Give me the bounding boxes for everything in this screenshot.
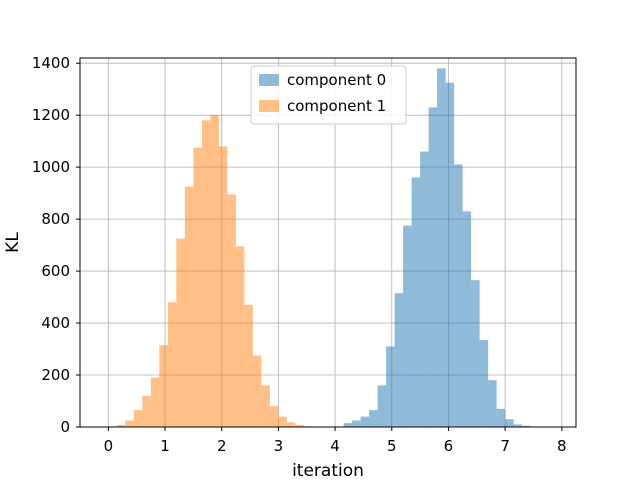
histogram-bar-component-1 (235, 246, 245, 427)
histogram-bars (108, 68, 540, 428)
histogram-bar-component-0 (505, 419, 514, 427)
y-tick-label: 800 (41, 210, 70, 228)
x-tick-label: 0 (104, 437, 114, 455)
histogram-bar-component-1 (218, 146, 228, 427)
histogram-bar-component-0 (428, 107, 438, 428)
legend: component 0 component 1 (250, 65, 407, 125)
histogram-bar-component-0 (394, 293, 404, 427)
histogram-bar-component-1 (261, 385, 270, 427)
x-tick-label: 4 (330, 437, 340, 455)
x-tick-label: 1 (160, 437, 170, 455)
y-tick-label: 1400 (32, 54, 70, 72)
legend-swatch-component-1 (259, 100, 279, 112)
histogram-bar-component-0 (471, 280, 480, 427)
x-axis-label: iteration (292, 461, 364, 480)
histogram-bar-component-0 (420, 151, 429, 427)
histogram-bar-component-1 (159, 345, 168, 427)
legend-swatch-component-0 (259, 74, 279, 86)
legend-label-component-0: component 0 (287, 71, 386, 89)
histogram-bar-component-0 (454, 164, 463, 428)
axis-ticks: 0 1 2 3 4 5 6 7 8 0 200 400 600 800 1000 1200 1400 (32, 54, 567, 455)
histogram-bar-component-1 (133, 410, 143, 427)
histogram-bar-component-1 (295, 424, 304, 427)
x-tick-label: 3 (274, 437, 284, 455)
y-tick-label: 200 (41, 366, 70, 384)
histogram-bar-component-0 (496, 408, 506, 427)
legend-box (250, 65, 407, 125)
histogram-bar-component-1 (125, 420, 134, 427)
histogram-bar-component-1 (286, 422, 296, 427)
histogram-bar-component-1 (193, 147, 202, 427)
histogram-bar-component-1 (227, 194, 236, 427)
plot-frame (79, 57, 577, 428)
x-tick-label: 8 (557, 437, 567, 455)
histogram-bar-component-0 (462, 211, 472, 427)
histogram-bar-component-0 (352, 420, 361, 427)
histogram-bar-component-1 (201, 120, 211, 427)
legend-label-component-1: component 1 (287, 97, 386, 115)
histogram-bar-component-1 (116, 424, 126, 427)
histogram-bar-component-0 (411, 177, 421, 427)
histogram-bar-component-0 (369, 410, 378, 427)
histogram-bar-component-0 (343, 423, 353, 427)
histogram-bar-component-1 (210, 115, 219, 428)
histogram-bar-component-0 (377, 385, 387, 427)
y-tick-label: 600 (41, 262, 70, 280)
histogram-bar-component-0 (437, 68, 446, 428)
histogram-bar-component-0 (445, 82, 455, 428)
histogram-bar-component-1 (278, 416, 287, 427)
x-tick-label: 7 (500, 437, 510, 455)
histogram-bar-component-1 (244, 304, 253, 427)
y-tick-label: 400 (41, 314, 70, 332)
x-tick-label: 5 (387, 437, 397, 455)
histogram-bar-component-1 (167, 302, 177, 427)
x-tick-label: 6 (444, 437, 454, 455)
y-tick-label: 0 (60, 418, 70, 436)
histogram-bar-component-0 (360, 416, 370, 427)
histogram-bar-component-1 (252, 355, 262, 427)
histogram-bar-component-0 (522, 425, 531, 427)
histogram-bar-component-1 (269, 406, 279, 427)
y-axis-label: KL (3, 232, 23, 253)
histogram-bar-component-0 (386, 346, 395, 427)
histogram-bar-component-1 (142, 395, 151, 427)
y-tick-label: 1000 (32, 158, 70, 176)
x-tick-label: 2 (217, 437, 227, 455)
histogram-bar-component-0 (403, 225, 412, 427)
y-tick-label: 1200 (32, 106, 70, 124)
histogram-bar-component-1 (176, 238, 185, 427)
histogram-bar-component-0 (488, 380, 497, 427)
histogram-bar-component-1 (184, 186, 194, 427)
histogram-bar-component-1 (150, 377, 160, 427)
histogram-bar-component-0 (513, 424, 523, 427)
histogram-bar-component-0 (479, 339, 489, 427)
